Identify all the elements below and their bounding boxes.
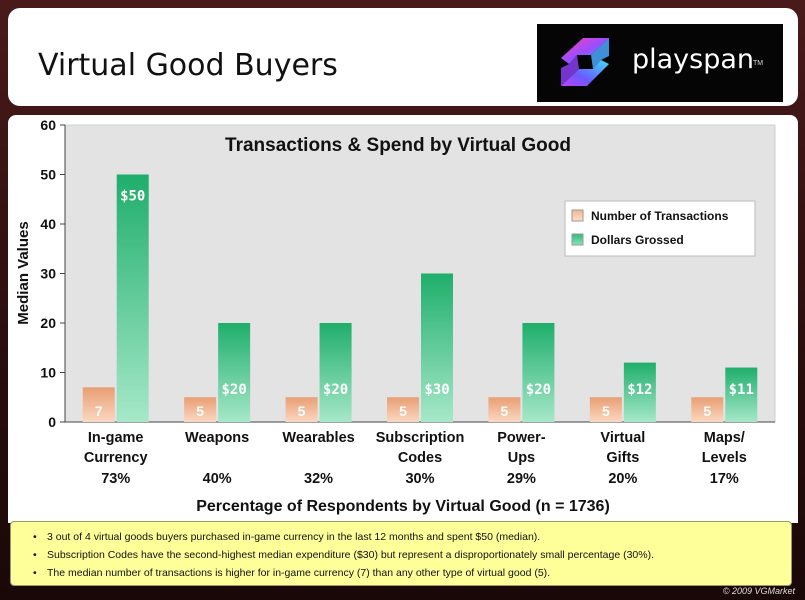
data-label-transactions: 5 xyxy=(196,403,204,419)
bar-transactions xyxy=(488,397,521,422)
data-label-dollars: $50 xyxy=(120,189,145,205)
legend: Number of Transactions Dollars Grossed xyxy=(564,200,756,257)
bar-dollars xyxy=(623,362,656,422)
category-label: Subscription xyxy=(376,430,465,446)
data-label-transactions: 5 xyxy=(602,403,610,419)
data-label-transactions: 5 xyxy=(501,403,509,419)
category-percentage: 29% xyxy=(507,471,536,487)
bar-dollars xyxy=(116,174,149,422)
y-tick-label: 30 xyxy=(40,266,56,282)
category-label: Levels xyxy=(702,450,747,466)
header-card: Virtual Good Buyers playspan TM xyxy=(8,8,798,106)
bar-dollars xyxy=(421,273,453,422)
bar-transactions xyxy=(82,387,115,422)
bar-dollars xyxy=(319,323,352,422)
data-label-dollars: $30 xyxy=(424,382,449,398)
y-tick-label: 20 xyxy=(40,315,56,331)
logo-wordmark: playspan xyxy=(632,44,755,75)
legend-swatch-dollars xyxy=(571,233,584,246)
bar-transactions xyxy=(589,397,622,422)
category-labels: In-game Currency 73% Weapons 40% Wearables 32%… xyxy=(84,430,747,487)
category-percentage: 73% xyxy=(101,471,130,487)
category-percentage: 40% xyxy=(203,471,232,487)
category-percentage: 30% xyxy=(405,471,434,487)
finding-item: 3 out of 4 virtual goods buyers purchase… xyxy=(33,528,781,546)
data-label-dollars: $20 xyxy=(221,382,246,398)
axes: 0 10 20 30 40 50 60 xyxy=(40,117,775,430)
chart-title: Transactions & Spend by Virtual Good xyxy=(225,135,571,156)
data-label-transactions: 5 xyxy=(298,403,306,419)
category-label: Weapons xyxy=(185,430,249,446)
y-axis-label: Median Values xyxy=(15,221,32,324)
data-label-dollars: $11 xyxy=(729,382,754,398)
plot-area xyxy=(64,124,776,423)
page-title: Virtual Good Buyers xyxy=(38,48,338,83)
y-tick-label: 0 xyxy=(48,414,56,430)
logo-trademark: TM xyxy=(753,60,764,67)
data-label-dollars: $12 xyxy=(627,382,652,398)
category-percentage: 20% xyxy=(608,471,637,487)
bar-transactions xyxy=(691,397,724,422)
bar-chart: Transactions & Spend by Virtual Good Med… xyxy=(15,117,776,515)
category-percentage: 17% xyxy=(710,471,739,487)
category-label: Maps/ xyxy=(704,430,745,446)
playspan-logo-icon xyxy=(561,38,609,86)
y-tick-label: 50 xyxy=(40,167,56,183)
legend-swatch-transactions xyxy=(571,209,584,222)
data-label-dollars: $20 xyxy=(323,382,348,398)
copyright-text: © 2009 VGMarket xyxy=(722,586,795,596)
bar-transactions xyxy=(285,397,318,422)
legend-label-transactions: Number of Transactions xyxy=(591,209,729,223)
bar-transactions xyxy=(184,397,217,422)
category-label: Virtual xyxy=(600,430,645,446)
y-tick-label: 40 xyxy=(40,216,56,232)
legend-label-dollars: Dollars Grossed xyxy=(591,233,684,247)
bar-dollars xyxy=(522,323,555,422)
data-label-transactions: 5 xyxy=(399,403,407,419)
finding-item: Subscription Codes have the second-highe… xyxy=(33,546,781,564)
x-axis-label: Percentage of Respondents by Virtual Goo… xyxy=(196,498,610,515)
chart-card: Transactions & Spend by Virtual Good Med… xyxy=(8,115,798,523)
category-label: Power- xyxy=(497,430,546,446)
legend-box xyxy=(564,200,756,257)
playspan-logo: playspan TM xyxy=(537,24,783,102)
category-percentage: 32% xyxy=(304,471,333,487)
bar-dollars xyxy=(725,367,758,422)
data-label-dollars: $20 xyxy=(526,382,551,398)
category-label: Codes xyxy=(398,450,442,466)
category-label: Currency xyxy=(84,450,148,466)
category-label: In-game xyxy=(88,430,144,446)
y-tick-label: 60 xyxy=(40,117,56,133)
data-label-transactions: 5 xyxy=(703,403,711,419)
y-tick-label: 10 xyxy=(40,365,56,381)
key-findings-box: 3 out of 4 virtual goods buyers purchase… xyxy=(10,521,792,586)
bar-dollars xyxy=(218,323,251,422)
category-label: Wearables xyxy=(282,430,354,446)
finding-item: The median number of transactions is hig… xyxy=(33,564,781,582)
bars-group: 7 $50 5 $20 5 $20 5 $30 5 $20 5 $12 5 $11 xyxy=(82,174,758,422)
category-label: Ups xyxy=(508,450,535,466)
category-label: Gifts xyxy=(606,450,639,466)
bar-transactions xyxy=(387,397,419,422)
data-label-transactions: 7 xyxy=(95,403,103,419)
